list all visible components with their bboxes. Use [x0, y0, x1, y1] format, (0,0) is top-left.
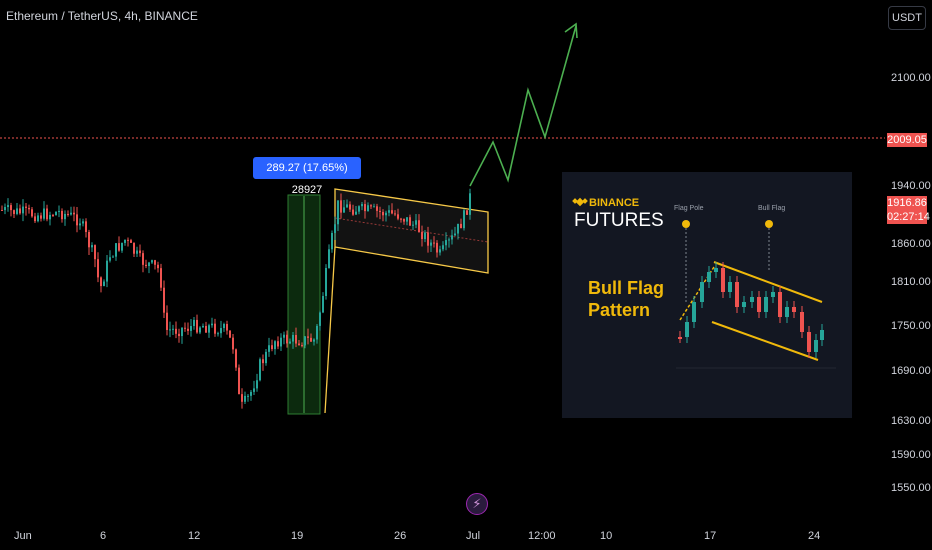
- inset-label-flag: Bull Flag: [758, 205, 785, 212]
- flag-channel: [334, 188, 489, 274]
- x-tick: 17: [704, 530, 717, 542]
- y-tick: 1690.00: [891, 365, 931, 377]
- symbol-title[interactable]: Ethereum / TetherUS, 4h, BINANCE: [6, 9, 198, 23]
- flag-marker-icon: [765, 220, 773, 228]
- x-tick: 26: [394, 530, 407, 542]
- lightning-bolt-icon[interactable]: ⚡: [466, 493, 488, 515]
- inset-flag-bottom: [711, 321, 819, 361]
- inset-brand: BINANCE: [589, 197, 639, 209]
- currency-button[interactable]: USDT: [888, 6, 926, 30]
- x-tick: 10: [600, 530, 613, 542]
- projection-path: [469, 25, 577, 187]
- y-tick: 1550.00: [891, 482, 931, 494]
- x-tick: Jul: [466, 530, 481, 542]
- last-price-tag: 1916.86: [887, 196, 927, 210]
- inset-graphic: BINANCE FUTURES Bull Flag Pattern Flag P…: [572, 197, 836, 369]
- inset-candles: [678, 262, 824, 358]
- y-tick: 1750.00: [891, 320, 931, 332]
- bull-flag-inset: BINANCE FUTURES Bull Flag Pattern Flag P…: [562, 172, 852, 418]
- x-tick: 12: [188, 530, 201, 542]
- x-tick: Jun: [14, 530, 32, 542]
- x-tick: 6: [100, 530, 107, 542]
- x-tick: 12:00: [528, 530, 556, 542]
- x-tick: 19: [291, 530, 304, 542]
- inset-title-line2: Pattern: [588, 300, 650, 320]
- inset-product: FUTURES: [574, 210, 664, 231]
- y-tick: 1860.00: [891, 238, 931, 250]
- candlestick-series: [1, 188, 471, 409]
- y-tick: 1590.00: [891, 449, 931, 461]
- flag-pole-line: [324, 246, 336, 414]
- x-tick: 24: [808, 530, 821, 542]
- y-tick: 1810.00: [891, 276, 931, 288]
- inset-flag-top: [713, 261, 823, 303]
- y-tick: 1940.00: [891, 180, 931, 192]
- y-tick: 2100.00: [891, 72, 931, 84]
- bar-countdown: 02:27:14: [887, 210, 930, 224]
- pole-marker-icon: [682, 220, 690, 228]
- projection-arrowhead: [564, 22, 578, 39]
- price-tag-line: 2009.05: [887, 133, 927, 147]
- binance-logo-icon: [572, 197, 588, 207]
- flag-mid-line: [334, 217, 489, 243]
- inset-label-pole: Flag Pole: [674, 205, 704, 212]
- y-tick: 1630.00: [891, 415, 931, 427]
- inset-title-line1: Bull Flag: [588, 278, 664, 298]
- measure-label[interactable]: 289.27 (17.65%) 28927: [253, 157, 361, 196]
